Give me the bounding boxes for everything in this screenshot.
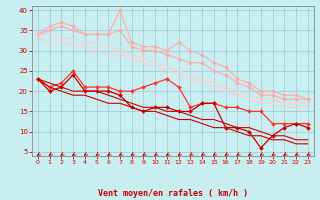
Text: Vent moyen/en rafales ( km/h ): Vent moyen/en rafales ( km/h ) <box>98 189 248 198</box>
